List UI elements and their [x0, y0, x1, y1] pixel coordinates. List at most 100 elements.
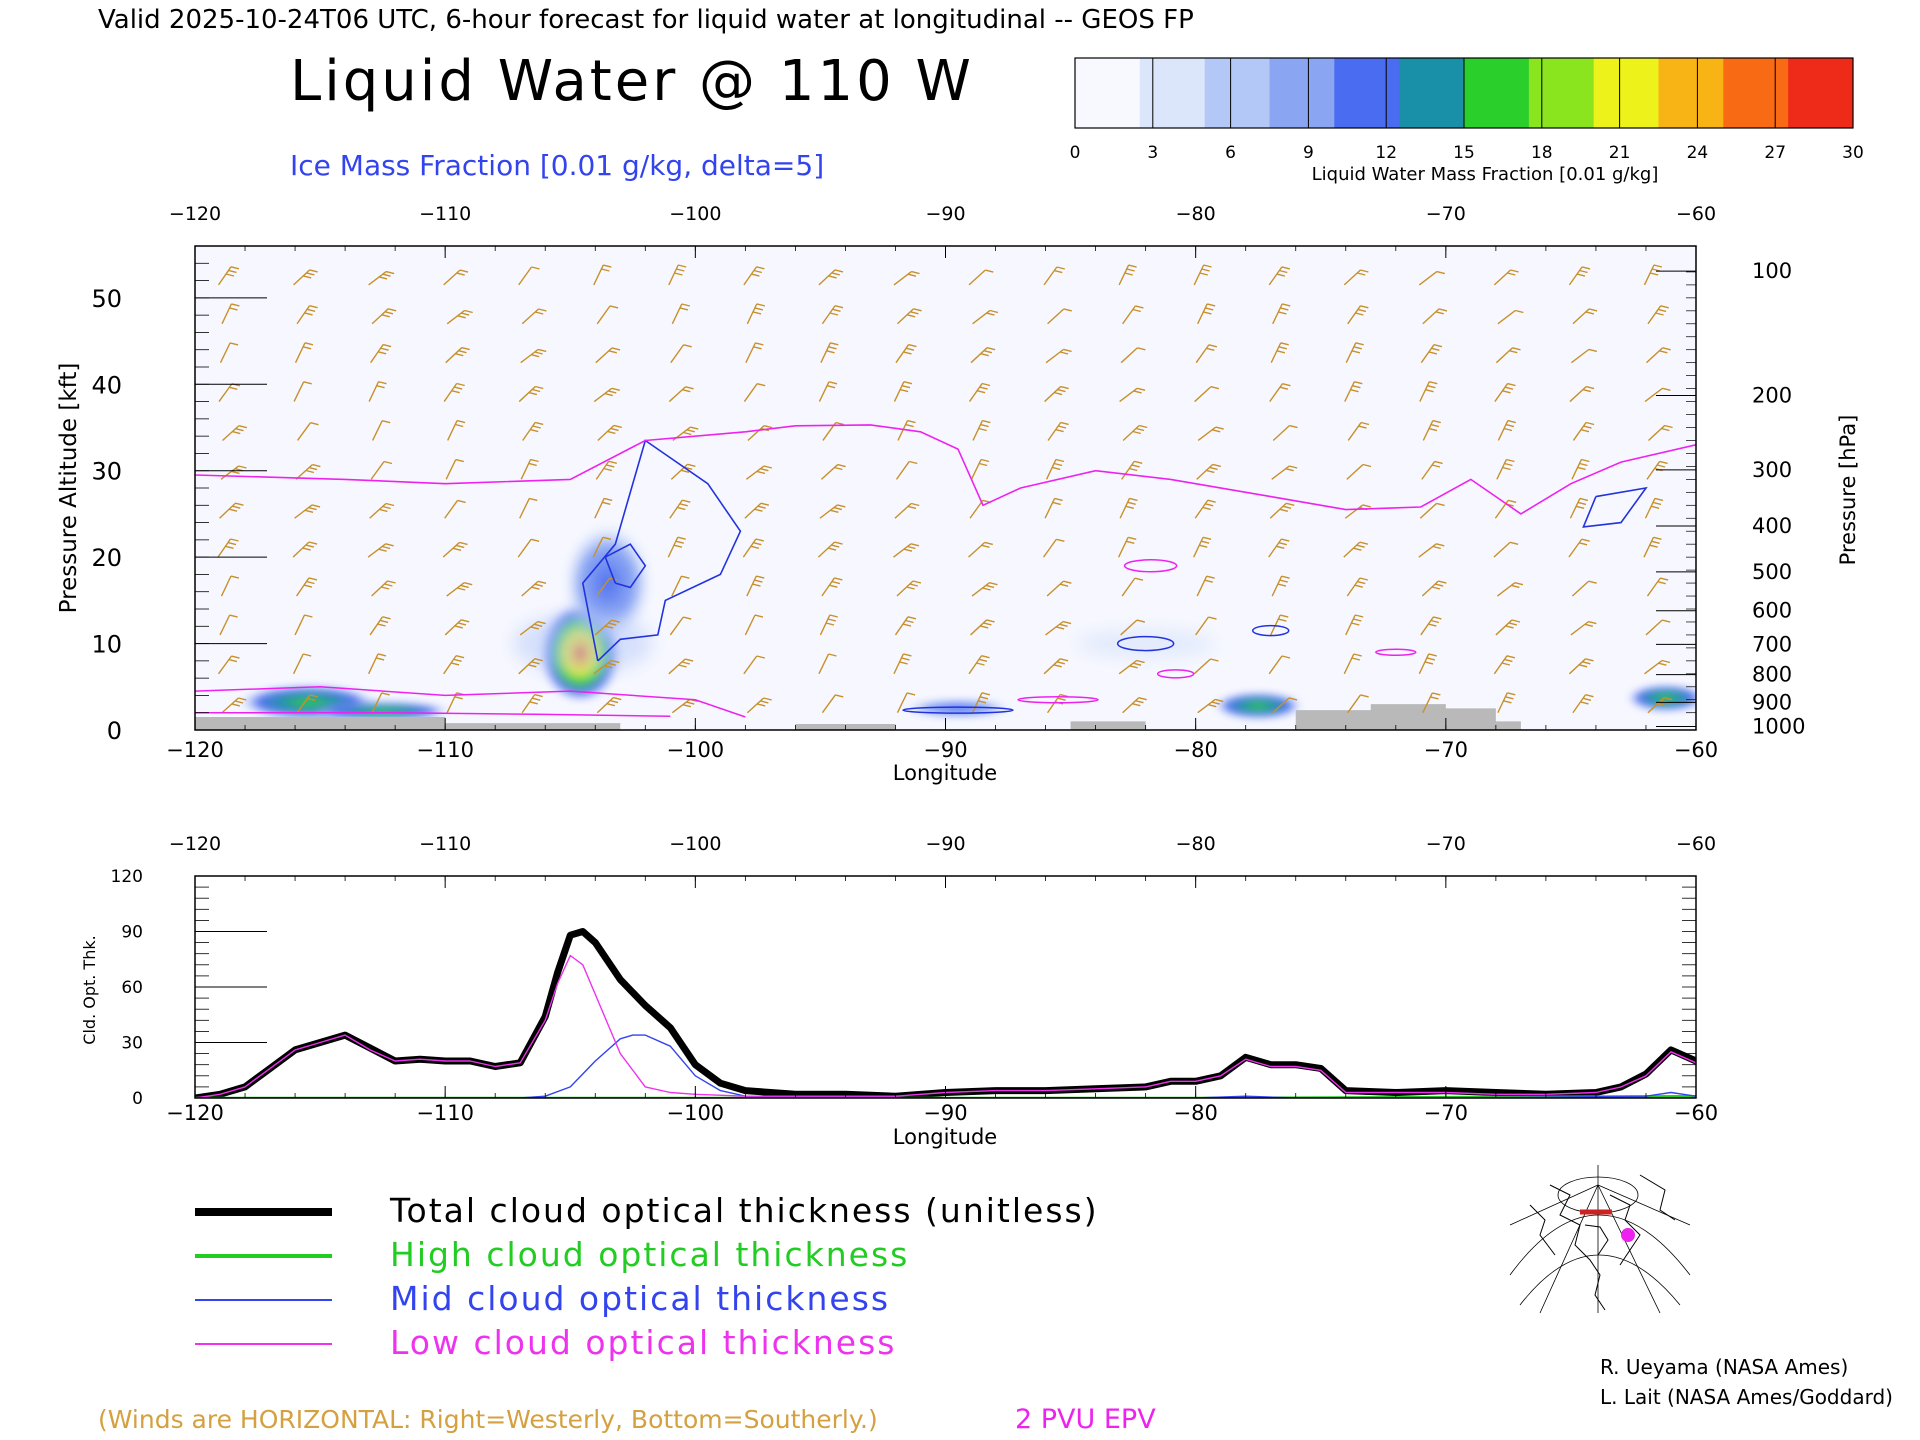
wind-barb [1571, 580, 1597, 597]
wind-barb [818, 381, 838, 402]
wind-barb [293, 381, 312, 402]
wind-barb [221, 303, 240, 325]
pressure-tick-label: 800 [1752, 663, 1792, 687]
wind-barb [1272, 303, 1291, 325]
wind-barb [596, 696, 622, 714]
x-tick-label: −60 [1674, 738, 1718, 762]
wind-barb [219, 614, 238, 636]
wind-barb [443, 269, 469, 286]
ice-contour [902, 706, 1014, 714]
wind-barb [1422, 419, 1441, 441]
wind-barb [447, 419, 466, 441]
wind-barb [367, 543, 394, 558]
bottom-plot-background [195, 876, 1696, 1098]
ice-contour [1116, 635, 1175, 652]
wind-barb [295, 577, 318, 597]
pressure-tick-label: 500 [1752, 560, 1792, 584]
epv-2pvu-line [195, 424, 1696, 515]
page-title: Liquid Water @ 110 W [290, 49, 974, 114]
colorbar-tick-label: 30 [1842, 143, 1864, 163]
y-tick-label: 20 [91, 544, 122, 572]
wind-barb [1497, 692, 1516, 714]
legend-label: Total cloud optical thickness (unitless) [389, 1191, 1099, 1230]
wind-barb [1193, 264, 1212, 286]
ice-contour [1251, 624, 1290, 637]
wind-barb [294, 504, 321, 519]
wind-barb [368, 381, 387, 402]
colorbar-segment [1723, 58, 1789, 128]
x-tick-label: −70 [1424, 1101, 1468, 1125]
wind-barb [1496, 582, 1524, 597]
colorbar-tick-label: 9 [1303, 143, 1314, 163]
wind-barb [1643, 536, 1662, 558]
x-tick-label: −80 [1174, 738, 1218, 762]
x-tick-label-top: −110 [419, 203, 471, 225]
terrain [195, 704, 1521, 730]
wind-barb [593, 387, 620, 403]
wind-barb [821, 694, 844, 714]
wind-barb [1193, 658, 1219, 675]
epv-contour [1156, 669, 1195, 679]
wind-barb [519, 620, 546, 636]
wind-barb [670, 463, 696, 480]
x-tick-label-top: −100 [669, 203, 721, 225]
wind-barb [1197, 698, 1224, 714]
y-tick-label: 0 [132, 1089, 143, 1109]
wind-barb [1196, 575, 1215, 597]
wind-barb [1494, 382, 1516, 402]
wind-barb [220, 575, 240, 597]
wind-barb [221, 697, 247, 714]
wind-barb [1120, 347, 1146, 364]
y-tick-label: 0 [107, 717, 122, 745]
wind-barb [444, 619, 470, 636]
wind-barb [1571, 458, 1590, 480]
wind-barb [1422, 308, 1448, 325]
wind-barb [1197, 303, 1216, 325]
y-axis-label: Pressure Altitude [kft] [56, 363, 82, 614]
wind-barb [219, 502, 244, 519]
wind-barb [295, 463, 321, 480]
wind-barb [971, 582, 998, 597]
wind-barb [896, 580, 922, 597]
wind-barb [520, 458, 539, 480]
wind-barb [1347, 421, 1370, 441]
legend-label: High cloud optical thickness [390, 1235, 909, 1274]
wind-barb [1496, 458, 1515, 480]
wind-barb [1272, 697, 1298, 714]
liquid-water-blob [562, 523, 653, 644]
wind-barb [1119, 387, 1146, 403]
legend-label: Low cloud optical thickness [390, 1323, 896, 1362]
wind-barb [821, 577, 843, 597]
wind-barbs [217, 264, 1673, 714]
valid-line: Valid 2025-10-24T06 UTC, 6-hour forecast… [98, 5, 1194, 35]
ice-contour [1582, 486, 1648, 528]
x-axis-label: Longitude [893, 1125, 997, 1149]
legend: Total cloud optical thickness (unitless)… [195, 1191, 1099, 1362]
wind-barb [1422, 692, 1441, 714]
epv-contour [1123, 559, 1178, 573]
wind-barb [1495, 347, 1521, 364]
wind-barb [1497, 419, 1516, 441]
wind-barb [1043, 266, 1065, 286]
wind-barb [446, 309, 473, 325]
wind-barb [893, 543, 920, 558]
wind-barb [1493, 655, 1516, 675]
y-tick-label: 40 [91, 371, 122, 399]
wind-barb [745, 465, 773, 480]
colorbar-tick-label: 18 [1531, 143, 1553, 163]
wind-barb [893, 270, 920, 286]
wind-barb [592, 536, 612, 558]
wind-barb [1120, 619, 1146, 636]
wind-barb [744, 502, 770, 519]
wind-barb [369, 502, 395, 519]
wind-barb [1270, 342, 1289, 363]
wind-barb [443, 655, 465, 675]
wind-barb [1344, 381, 1363, 402]
wind-barb [217, 538, 239, 558]
wind-barb [371, 692, 390, 714]
wind-barb [1193, 536, 1212, 558]
wind-barb [1645, 347, 1671, 364]
colorbar-segment [1139, 58, 1206, 128]
wind-barb [293, 269, 318, 286]
